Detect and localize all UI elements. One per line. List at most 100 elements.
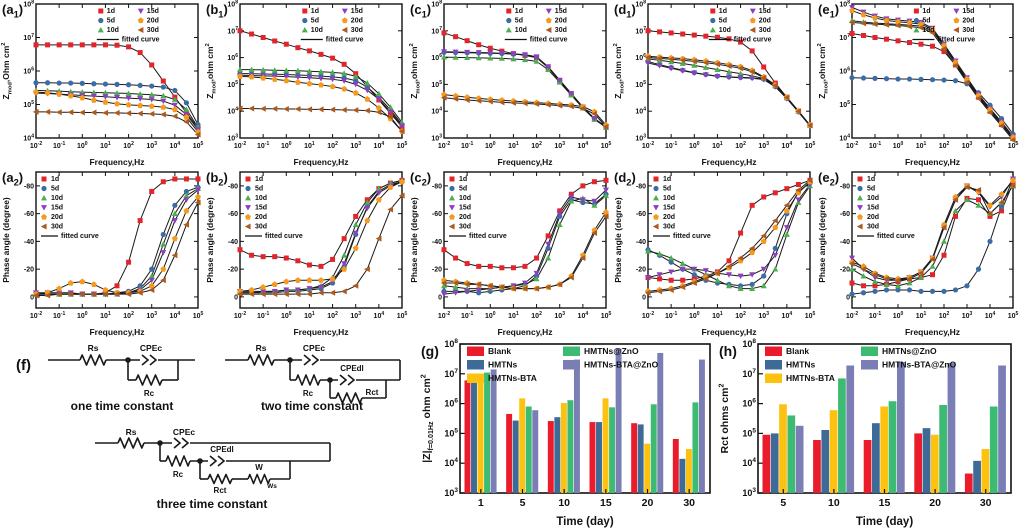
legend-item-20d: 20d xyxy=(255,214,267,221)
panel-c2: 10-2 10-1 100 101 102 103 104 105 Frequency,Hz 0 -… xyxy=(408,168,612,338)
tick-label: 101 xyxy=(712,141,723,150)
legend: 1d 15d 5d 20d 10d 30d fitted curve xyxy=(504,8,568,44)
legend-item-30d: 30d xyxy=(867,224,879,231)
y-axis: 103 104 105 106 107 108 xyxy=(227,0,402,143)
tick-label: 100 xyxy=(893,311,904,320)
x-axis: 10-2 10-1 100 101 102 103 104 105 xyxy=(30,4,203,150)
bar-HMTNs-day10 xyxy=(821,430,830,493)
fitted-curve-20d xyxy=(35,196,199,295)
bar-HMTNs-day30 xyxy=(679,458,686,493)
x-axis-title: Time (day) xyxy=(556,516,613,528)
tick-label: 105 xyxy=(397,141,408,150)
tick-label: 10-2 xyxy=(846,141,858,150)
tick-label: 103 xyxy=(962,141,973,150)
legend-item-fitted: fitted curve xyxy=(530,37,568,44)
bar-HMTNs-BTA@ZnO-day15 xyxy=(615,348,622,493)
bar-HMTNs@ZnO-day30 xyxy=(989,406,998,493)
tick-label: 0 xyxy=(438,294,442,301)
tick-label: 105 xyxy=(397,311,408,320)
tick-label: 101 xyxy=(304,311,315,320)
x-tick-label: 5 xyxy=(520,497,526,509)
bar-HMTNs@ZnO-day30 xyxy=(692,402,699,493)
tick-label: 104 xyxy=(839,133,850,142)
tick-label: 10-2 xyxy=(438,141,450,150)
tick-label: 103 xyxy=(350,141,361,150)
circuit-caption: three time constant xyxy=(157,497,268,511)
bar-HMTNs-BTA@ZnO-day20 xyxy=(947,363,956,493)
legend-item-HMTNs@ZnO: HMTNs@ZnO xyxy=(882,346,937,356)
panel-tag: (h) xyxy=(719,343,737,359)
d1-chart: 10-2 10-1 100 101 102 103 104 105Frequency,Hz10… xyxy=(613,0,815,167)
bar-HMTNs@ZnO-day15 xyxy=(888,401,897,493)
bar-HMTNs-BTA-day15 xyxy=(602,398,609,493)
bar-HMTNs-BTA-day5 xyxy=(779,404,787,493)
legend-item-10d: 10d xyxy=(311,27,323,34)
tick-label: 104 xyxy=(431,107,442,116)
tick-label: 100 xyxy=(485,311,496,320)
legend-item-30d: 30d xyxy=(459,224,471,231)
tick-label: 104 xyxy=(444,457,458,468)
tick-label: 100 xyxy=(77,141,88,150)
tick-label: 103 xyxy=(444,487,458,498)
tick-label: 101 xyxy=(916,311,927,320)
tick-label: 105 xyxy=(601,311,612,320)
panel-a1: 10-2 10-1 100 101 102 103 104 105 Frequency,Hz 10… xyxy=(0,0,204,168)
c2-chart: 10-2 10-1 100 101 102 103 104 105 Frequency,Hz 0 -… xyxy=(409,170,612,337)
bar-HMTNs-BTA-day5 xyxy=(519,398,526,493)
legend: 1d 5d 10d 15d 20d 30d fitted curve xyxy=(40,176,99,240)
series-20d xyxy=(849,7,1016,140)
y-axis: 0 -20 -40 -60 -80 xyxy=(228,183,402,301)
tick-label: -60 xyxy=(228,211,238,218)
legend-item-fitted: fitted curve xyxy=(61,233,99,240)
circuit-label: Rc xyxy=(144,389,155,398)
axes-box xyxy=(443,3,607,139)
series-20d xyxy=(237,73,405,134)
tick-label: 103 xyxy=(758,311,769,320)
circuit-label: Rs xyxy=(126,427,137,437)
x-tick-label: 30 xyxy=(980,497,992,509)
circuit-label: Rct xyxy=(366,388,379,397)
circuit-label: CPEc xyxy=(303,343,325,353)
panel-e1: 10-2 10-1 100 101 102 103 104 105 Frequency,Hz 10… xyxy=(816,0,1019,168)
legend-item-fitted: fitted curve xyxy=(937,37,975,44)
y-axis: 0 -20 -40 -60 -80 xyxy=(24,183,198,301)
bars xyxy=(464,348,705,493)
tick-label: 10-1 xyxy=(53,311,65,320)
legend: Blank HMTNs HMTNs-BTA HMTNs@ZnO HMTNs-BTA@Zn… xyxy=(467,346,659,383)
circuit-label: Rs xyxy=(88,343,99,353)
tick-label: 101 xyxy=(508,311,519,320)
x-axis: 10-2 10-1 100 101 102 103 104 105 xyxy=(642,172,815,320)
series-30d xyxy=(848,182,1016,284)
tick-label: 105 xyxy=(193,311,204,320)
tick-label: 101 xyxy=(100,311,111,320)
x-axis-title: Frequency,Hz xyxy=(701,157,756,167)
bar-HMTNs@ZnO-day20 xyxy=(650,404,657,493)
e1-chart: 10-2 10-1 100 101 102 103 104 105 Frequency,Hz 10… xyxy=(817,0,1018,167)
panel-d2: 10-2 10-1 100 101 102 103 104 105 Frequency,Hz 0 -… xyxy=(612,168,816,338)
tick-label: 106 xyxy=(23,66,34,75)
series-30d xyxy=(236,105,405,135)
series-20d xyxy=(645,53,813,128)
panel-f: (f) Rs CPEc Rc one time constant Rs CPEc Rc CPEd… xyxy=(0,338,420,529)
bar-HMTNs-BTA@ZnO-day20 xyxy=(657,352,664,493)
tick-label: 10-1 xyxy=(257,311,269,320)
tick-label: 104 xyxy=(985,311,996,320)
y-axis: 104 105 106 107 108 xyxy=(23,0,198,143)
tick-label: 10-1 xyxy=(665,311,677,320)
tick-label: 103 xyxy=(758,141,769,150)
series-1d xyxy=(441,30,609,130)
series-30d xyxy=(644,54,813,129)
fitted-curve-5d xyxy=(443,51,607,128)
legend-item-1d: 1d xyxy=(311,8,319,15)
tick-label: 101 xyxy=(304,141,315,150)
legend-item-20d: 20d xyxy=(867,214,879,221)
axes-box xyxy=(647,3,811,139)
tick-label: 106 xyxy=(839,66,850,75)
panel-tag: (e2) xyxy=(818,170,839,188)
x-tick-label: 20 xyxy=(929,497,941,509)
tick-label: 10-2 xyxy=(234,141,246,150)
legend-item-1d: 1d xyxy=(107,8,115,15)
bar-HMTNs-BTA-day15 xyxy=(880,406,889,493)
bar-Blank-day20 xyxy=(914,433,923,493)
tick-label: 104 xyxy=(374,311,385,320)
